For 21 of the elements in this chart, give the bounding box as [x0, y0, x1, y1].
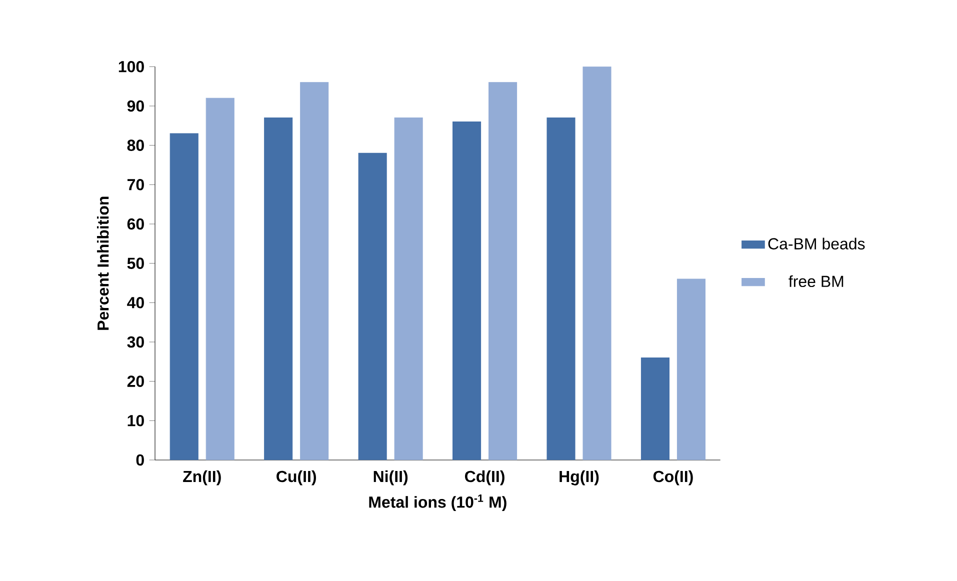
x-tick-label: Cu(II)	[276, 470, 316, 486]
y-axis-title: Percent Inhibition	[97, 196, 109, 330]
y-tick-label: 40	[127, 296, 144, 308]
x-tick-label: Ni(II)	[374, 470, 408, 486]
y-tick-label: 80	[127, 140, 144, 151]
x-tick-label: Hg(II)	[560, 470, 599, 486]
x-tick-label: Cd(II)	[464, 470, 504, 486]
legend-label: Ca-BM beads	[768, 238, 865, 250]
x-tick-label: Co(II)	[653, 470, 693, 486]
legend-label: free BM	[788, 275, 844, 288]
y-tick-label: 100	[118, 61, 144, 72]
y-tick-label: 50	[127, 258, 144, 269]
y-tick-label: 0	[136, 454, 144, 466]
x-axis-title: Metal ions (10$^{-1}$ M)	[369, 494, 506, 511]
y-tick-label: 20	[127, 376, 144, 387]
x-tick-label: Zn(II)	[183, 470, 221, 486]
y-tick-label: 70	[128, 179, 144, 190]
y-tick-label: 90	[127, 100, 144, 112]
y-tick-label: 60	[127, 218, 144, 230]
y-tick-label: 30	[127, 336, 144, 348]
y-tick-label: 10	[128, 414, 144, 426]
